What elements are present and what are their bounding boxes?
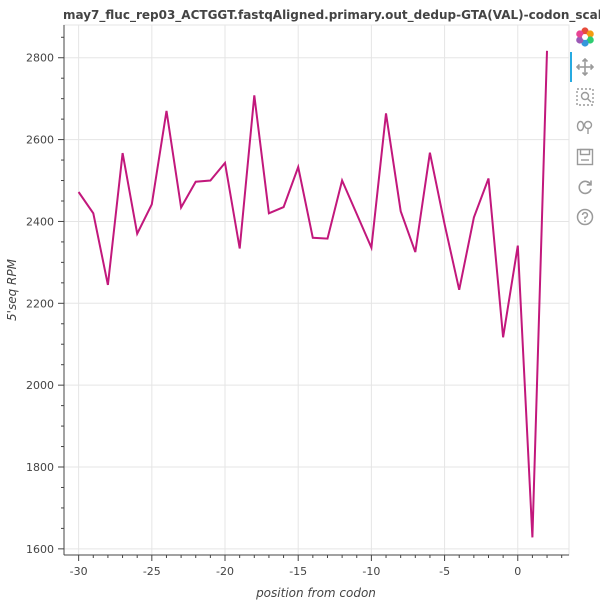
logo-icon[interactable]	[574, 26, 596, 48]
series-line	[77, 50, 548, 538]
box-zoom-icon[interactable]	[574, 86, 596, 108]
y-tick-label: 1600	[26, 543, 54, 556]
plot-frame	[63, 24, 570, 556]
x-tick-label: -25	[143, 565, 161, 578]
y-tick-label: 2000	[26, 379, 54, 392]
plot-toolbar	[570, 26, 600, 236]
x-axis-label: position from codon	[255, 586, 376, 600]
x-tick-label: 0	[514, 565, 521, 578]
y-tick-label: 2800	[26, 52, 54, 65]
wheel-zoom-icon[interactable]	[574, 116, 596, 138]
y-tick-label: 1800	[26, 461, 54, 474]
x-tick-label: -30	[70, 565, 88, 578]
save-icon[interactable]	[574, 146, 596, 168]
reset-icon[interactable]	[574, 176, 596, 198]
x-tick-label: -10	[362, 565, 380, 578]
y-tick-label: 2400	[26, 215, 54, 228]
plot-title: may7_fluc_rep03_ACTGGT.fastqAligned.prim…	[63, 8, 600, 22]
x-tick-label: -5	[439, 565, 450, 578]
y-tick-label: 2200	[26, 297, 54, 310]
axes-layer: 1600 1800 2000 2200 2400 2600 2800 -30 -25 -20 -15…	[26, 25, 569, 578]
help-icon[interactable]	[574, 206, 596, 228]
active-tool-indicator	[570, 52, 572, 82]
grid-layer	[64, 25, 569, 555]
series-layer	[77, 50, 548, 538]
x-tick-label: -15	[289, 565, 307, 578]
y-axis-label: 5'seq RPM	[5, 258, 19, 321]
pan-icon[interactable]	[574, 56, 596, 78]
x-tick-label: -20	[216, 565, 234, 578]
y-tick-label: 2600	[26, 134, 54, 147]
